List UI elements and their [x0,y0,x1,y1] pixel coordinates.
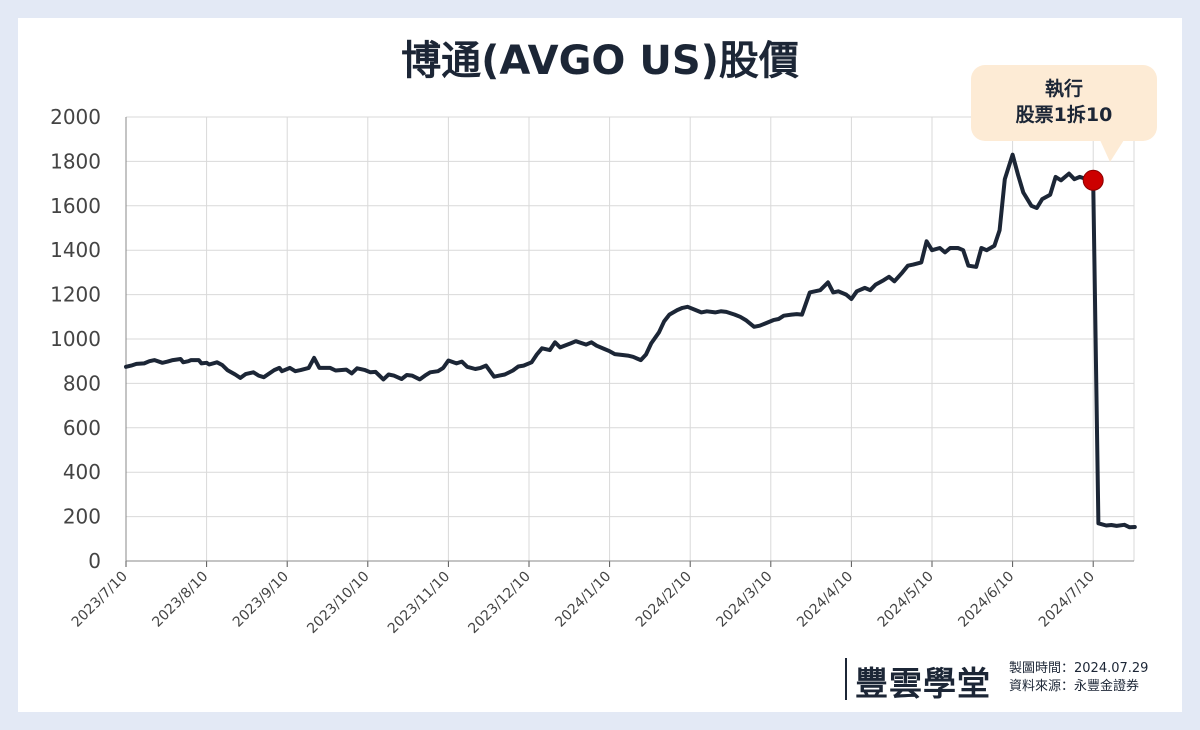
y-tick-label: 800 [63,371,101,395]
x-tick-label: 2023/8/10 [149,569,211,631]
x-tick-label: 2023/7/10 [69,569,131,631]
made-time: 製圖時間：2024.07.29 [1009,661,1149,676]
footer-meta: 製圖時間：2024.07.29 資料來源：永豐金證券 [1009,660,1148,696]
footer-divider [845,658,847,700]
x-tick-labels: 2023/7/10 2023/8/10 2023/9/10 2023/10/10 202… [69,569,1098,637]
data-source: 資料來源：永豐金證券 [1009,679,1140,694]
price-line [124,152,1137,530]
split-annotation: 執行 股票1拆10 [971,65,1157,141]
x-tick-label: 2023/12/10 [465,569,533,637]
y-tick-label: 2000 [50,105,101,129]
x-tick-label: 2023/9/10 [230,569,292,631]
split-marker [1082,169,1104,191]
grid-lines [125,116,1135,567]
x-tick-label: 2024/3/10 [714,569,776,631]
y-tick-label: 1200 [50,283,101,307]
y-tick-label: 1600 [50,194,101,218]
y-tick-label: 600 [63,416,101,440]
annotation-line-2: 股票1拆10 [1015,104,1113,126]
brand-logo: 豐雲學堂 [855,664,991,703]
x-tick-label: 2024/2/10 [633,569,695,631]
x-tick-label: 2024/7/10 [1036,569,1098,631]
y-tick-label: 1800 [50,149,101,173]
y-tick-label: 200 [63,505,101,529]
y-tick-label: 0 [88,549,101,573]
annotation-line-1: 執行 [1044,78,1083,100]
chart-title: 博通(AVGO US)股價 [401,38,799,84]
y-tick-labels: 0 200 400 600 800 1000 1200 1400 1600 1800 2000 [50,105,101,573]
series-line-layer [124,152,1137,530]
annotation-pointer [1100,140,1124,162]
marker-layer [1082,169,1104,191]
y-tick-label: 1400 [50,238,101,262]
x-tick-label: 2023/11/10 [385,569,453,637]
y-tick-label: 1000 [50,327,101,351]
x-tick-label: 2023/10/10 [304,569,372,637]
x-tick-label: 2024/1/10 [552,569,614,631]
x-tick-label: 2024/5/10 [875,569,937,631]
y-tick-label: 400 [63,460,101,484]
x-tick-label: 2024/6/10 [955,569,1017,631]
x-tick-label: 2024/4/10 [794,569,856,631]
